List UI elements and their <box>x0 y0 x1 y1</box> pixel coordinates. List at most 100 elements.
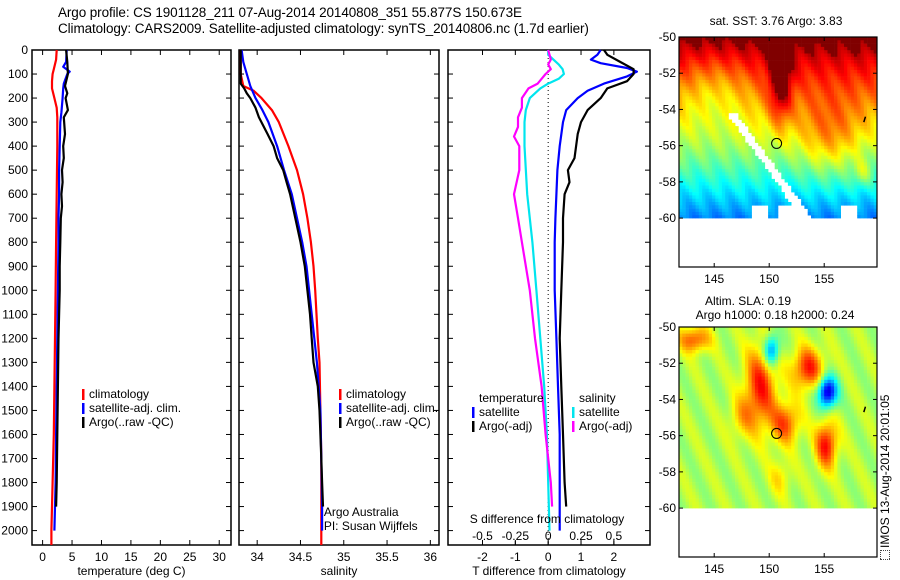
heatmap-cell <box>863 175 868 180</box>
heatmap-cell <box>787 126 792 130</box>
heatmap-cell <box>853 393 858 397</box>
heatmap-cell <box>791 396 795 400</box>
heatmap-cell <box>797 396 802 400</box>
heatmap-cell <box>751 393 756 397</box>
heatmap-cell <box>811 63 815 67</box>
heatmap-cell <box>728 396 733 400</box>
heatmap-cell <box>860 83 865 87</box>
heatmap-cell <box>692 53 696 58</box>
heatmap-cell <box>830 389 835 394</box>
heatmap-cell <box>817 99 822 104</box>
heatmap-cell <box>721 376 726 381</box>
heatmap-cell <box>830 327 835 331</box>
heatmap-cell <box>764 327 769 331</box>
heatmap-cell <box>771 205 775 209</box>
heatmap-cell <box>731 350 736 354</box>
heatmap-cell <box>771 386 775 390</box>
heatmap-cell <box>860 159 865 163</box>
heatmap-cell <box>827 205 832 209</box>
heatmap-cell <box>801 66 805 71</box>
y-tick-label: 900 <box>8 259 28 273</box>
heatmap-cell <box>811 96 815 100</box>
heatmap-cell <box>698 366 703 371</box>
heatmap-cell <box>754 129 759 133</box>
heatmap-cell <box>850 393 855 397</box>
heatmap-cell <box>688 145 693 150</box>
heatmap-cell <box>867 37 871 41</box>
heatmap-cell <box>791 93 795 97</box>
heatmap-cell <box>870 330 874 334</box>
heatmap-cell <box>873 50 878 54</box>
heatmap-cell <box>860 185 865 190</box>
heatmap-cell <box>817 386 822 390</box>
heatmap-cell <box>797 50 802 54</box>
heatmap-cell <box>778 379 782 384</box>
x-axis-label: temperature (deg C) <box>77 564 185 578</box>
heatmap-cell <box>837 363 841 367</box>
heatmap-cell <box>725 122 729 127</box>
heatmap-cell <box>764 53 769 58</box>
heatmap-cell <box>811 145 815 150</box>
heatmap-cell <box>708 40 713 44</box>
heatmap-cell <box>728 346 733 351</box>
heatmap-cell <box>807 346 812 351</box>
heatmap-cell <box>688 373 693 377</box>
heatmap-cell <box>847 330 851 334</box>
heatmap-cell <box>688 202 693 206</box>
heatmap-cell <box>807 159 812 163</box>
heatmap-cell <box>712 369 716 374</box>
heatmap-cell <box>692 86 696 91</box>
heatmap-cell <box>844 192 848 196</box>
heatmap-cell <box>781 83 785 87</box>
heatmap-cell <box>837 122 841 127</box>
heatmap-cell <box>705 350 709 354</box>
heatmap-cell <box>834 165 838 170</box>
heatmap-cell <box>748 185 752 190</box>
heatmap-cell <box>698 333 703 338</box>
heatmap-cell <box>695 53 700 58</box>
heatmap-cell <box>698 360 703 364</box>
heatmap-cell <box>682 60 686 64</box>
heatmap-cell <box>781 129 785 133</box>
heatmap-cell <box>715 126 719 130</box>
heatmap-cell <box>725 333 729 338</box>
heatmap-cell <box>721 353 726 357</box>
heatmap-cell <box>698 145 703 150</box>
heatmap-cell <box>873 208 878 213</box>
heatmap-cell <box>817 43 822 48</box>
heatmap-cell <box>685 96 690 100</box>
heatmap-cell <box>682 53 686 58</box>
heatmap-cell <box>873 393 878 397</box>
heatmap-cell <box>778 116 782 120</box>
heatmap-cell <box>801 340 805 344</box>
heatmap-cell <box>794 182 799 186</box>
heatmap-cell <box>682 396 686 400</box>
heatmap-cell <box>807 43 812 48</box>
heatmap-cell <box>731 86 736 91</box>
heatmap-cell <box>721 112 726 117</box>
heatmap-cell <box>801 195 805 199</box>
heatmap-cell <box>708 103 713 107</box>
heatmap-cell <box>794 122 799 127</box>
heatmap-cell <box>824 383 828 387</box>
heatmap-cell <box>718 89 723 94</box>
heatmap-cell <box>741 399 746 404</box>
heatmap-cell <box>725 50 729 54</box>
heatmap-cell <box>774 393 779 397</box>
heatmap-cell <box>731 202 736 206</box>
heatmap-cell <box>754 343 759 348</box>
heatmap-cell <box>728 46 733 51</box>
heatmap-cell <box>702 379 706 384</box>
heatmap-cell <box>840 406 845 410</box>
heatmap-cell <box>860 96 865 100</box>
heatmap-cell <box>870 43 874 48</box>
heatmap-cell <box>735 46 739 51</box>
heatmap-cell <box>857 202 861 206</box>
heatmap-cell <box>857 37 861 41</box>
heatmap-cell <box>830 202 835 206</box>
heatmap-cell <box>751 40 756 44</box>
heatmap-cell <box>791 145 795 150</box>
heatmap-cell <box>834 66 838 71</box>
heatmap-cell <box>718 73 723 77</box>
heatmap-cell <box>688 159 693 163</box>
